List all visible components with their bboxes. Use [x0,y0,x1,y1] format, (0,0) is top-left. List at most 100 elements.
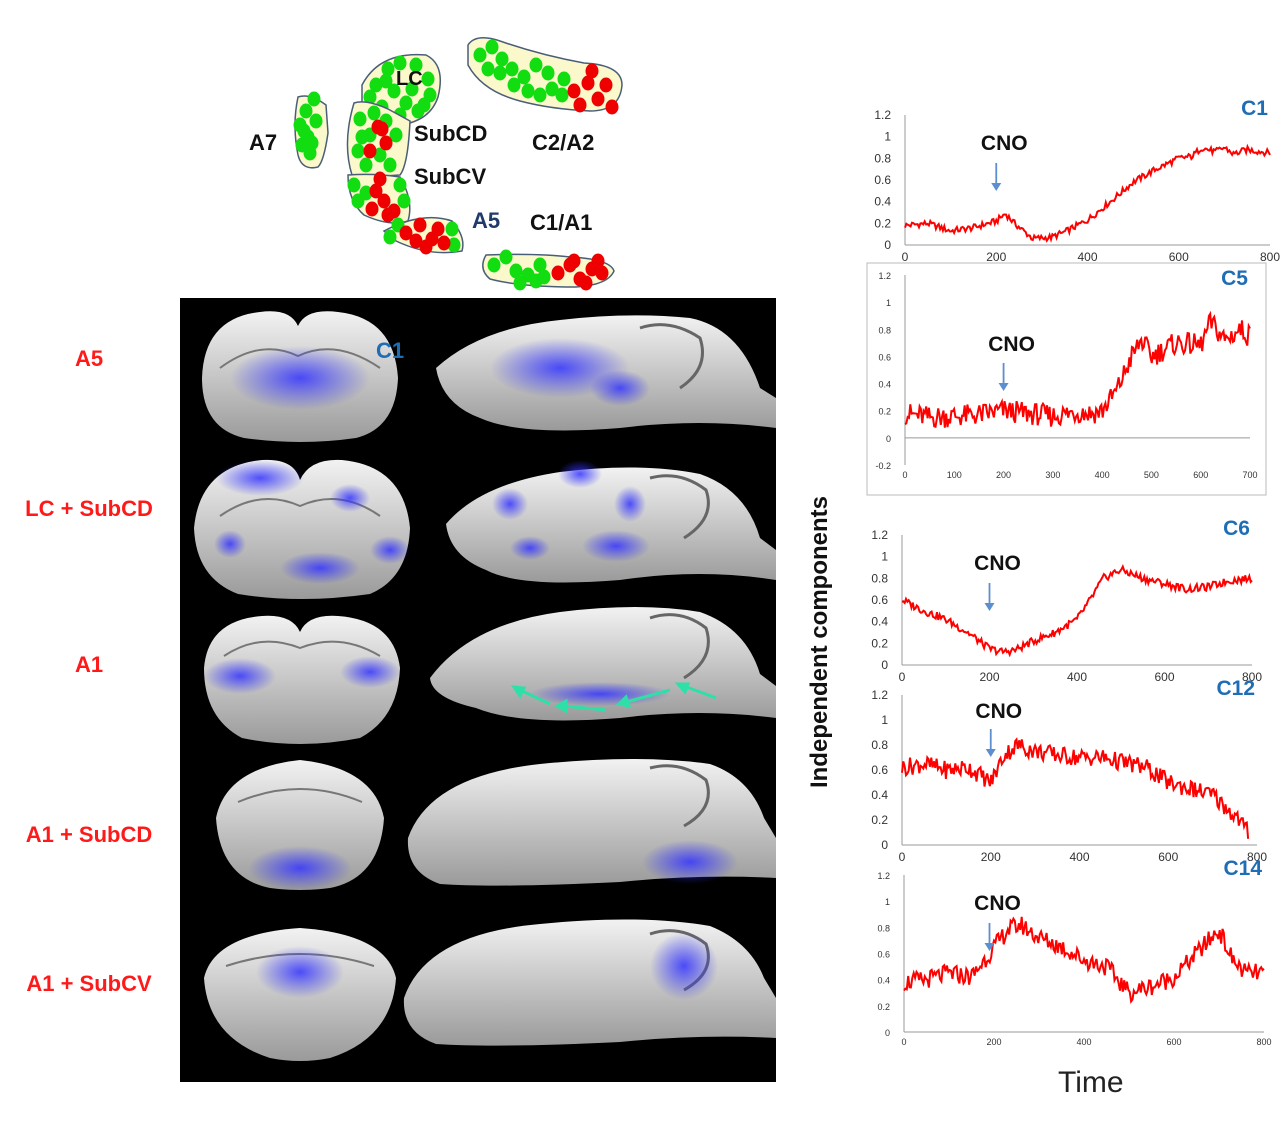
y-tick-label: 0.4 [871,788,888,802]
red-neuron-dot [567,83,581,99]
x-tick-label: 600 [1158,850,1178,864]
label-c1a1: C1/A1 [530,210,593,235]
green-neuron-dot [513,275,527,291]
y-tick-label: 0.2 [877,1002,890,1012]
x-tick-label: 0 [902,470,907,480]
label-c2a2: C2/A2 [532,130,595,155]
chart-frame [866,262,1267,496]
component-label: C6 [1223,517,1250,540]
x-tick-label: 800 [1256,1037,1271,1047]
green-neuron-dot [367,105,381,121]
y-tick-label: 0.8 [871,571,888,585]
y-tick-label: 1 [884,130,891,144]
cluster-c2a2 [467,37,623,115]
green-neuron-dot [299,103,313,119]
green-neuron-dot [387,83,401,99]
cno-arrowhead [984,603,995,611]
y-tick-label: 1.2 [871,688,888,702]
red-neuron-dot [567,253,581,269]
x-tick-label: 0 [902,250,909,264]
y-tick-label: 0.8 [874,151,891,165]
green-neuron-dot [405,81,419,97]
row-label-a1: A1 [74,652,104,677]
red-neuron-dot [591,91,605,107]
x-tick-label: 400 [1067,670,1087,684]
row-a5-sagittal [436,315,776,431]
y-tick-label: 0 [886,434,891,444]
green-neuron-dot [445,221,459,237]
red-neuron-dot [399,225,413,241]
y-tick-label: 0.8 [871,738,888,752]
green-neuron-dot [485,39,499,55]
cno-label: CNO [974,552,1021,575]
row-label-lc-subcd: LC + SubCD [25,496,153,521]
x-tick-label: 500 [1144,470,1159,480]
red-neuron-dot [431,221,445,237]
y-tick-label: 1.2 [871,528,888,542]
x-tick-label: 600 [1166,1037,1181,1047]
y-tick-label: 1.2 [877,871,890,881]
x-tick-label: 600 [1154,670,1174,684]
y-tick-label: 1.2 [874,108,891,122]
green-neuron-dot [393,177,407,193]
cno-arrowhead [984,943,995,951]
series-line-c1 [904,143,1271,243]
x-tick-label: 700 [1242,470,1257,480]
cno-label: CNO [988,333,1035,356]
cluster-a7 [293,91,329,169]
y-tick-label: 0.2 [874,216,891,230]
x-tick-label: 800 [1260,250,1280,264]
cno-label: CNO [975,700,1022,723]
cno-arrowhead [998,383,1009,391]
green-neuron-dot [347,177,361,193]
row-a1subcv-coronal [204,928,396,1061]
chart-c1: 0 0.2 0.4 0.6 0.8 1 1.2 0 200 400 600 800 C1 CNO [874,97,1280,264]
green-neuron-dot [557,71,571,87]
red-neuron-dot [573,97,587,113]
green-neuron-dot [359,157,373,173]
red-neuron-dot [437,235,451,251]
component-label: C12 [1216,677,1255,700]
y-tick-label: 0.2 [878,407,891,417]
green-neuron-dot [487,257,501,273]
x-tick-label: 400 [1077,250,1097,264]
y-tick-label: 1 [886,298,891,308]
x-tick-label: 400 [1095,470,1110,480]
chart-c6: 0 0.2 0.4 0.6 0.8 1 1.2 0 200 400 600 800 C6 CNO [871,517,1262,684]
y-tick-label: 1 [885,897,890,907]
green-neuron-dot [309,113,323,129]
row-label-a1-subcd: A1 + SubCD [25,822,153,847]
green-neuron-dot [533,87,547,103]
green-neuron-dot [305,135,319,151]
y-tick-label: 0.6 [878,352,891,362]
green-neuron-dot [421,71,435,87]
y-tick-label: -0.2 [875,461,891,471]
red-neuron-dot [377,193,391,209]
x-tick-label: 100 [947,470,962,480]
green-neuron-dot [495,51,509,67]
green-neuron-dot [541,65,555,81]
red-neuron-dot [581,75,595,91]
red-neuron-dot [419,239,433,255]
x-tick-label: 300 [1045,470,1060,480]
y-tick-label: 0 [881,838,888,852]
cno-arrowhead [991,183,1002,191]
y-tick-label: 0.6 [871,763,888,777]
row-label-a1-subcv: A1 + SubCV [26,971,152,996]
chart-c14: 0 0.2 0.4 0.6 0.8 1 1.2 0 200 400 600 800 C14 CNO [877,857,1271,1047]
green-neuron-dot [533,257,547,273]
cno-label: CNO [981,132,1028,155]
cluster-c1a1 [482,249,615,291]
brain-c1-label: C1 [376,338,405,363]
green-neuron-dot [383,157,397,173]
green-neuron-dot [505,61,519,77]
green-neuron-dot [393,55,407,71]
x-tick-label: 800 [1247,850,1267,864]
red-neuron-dot [363,143,377,159]
y-tick-label: 0.6 [877,950,890,960]
green-neuron-dot [363,89,377,105]
x-tick-label: 600 [1193,470,1208,480]
red-neuron-dot [579,275,593,291]
y-tick-label: 1.2 [878,271,891,281]
green-neuron-dot [545,81,559,97]
